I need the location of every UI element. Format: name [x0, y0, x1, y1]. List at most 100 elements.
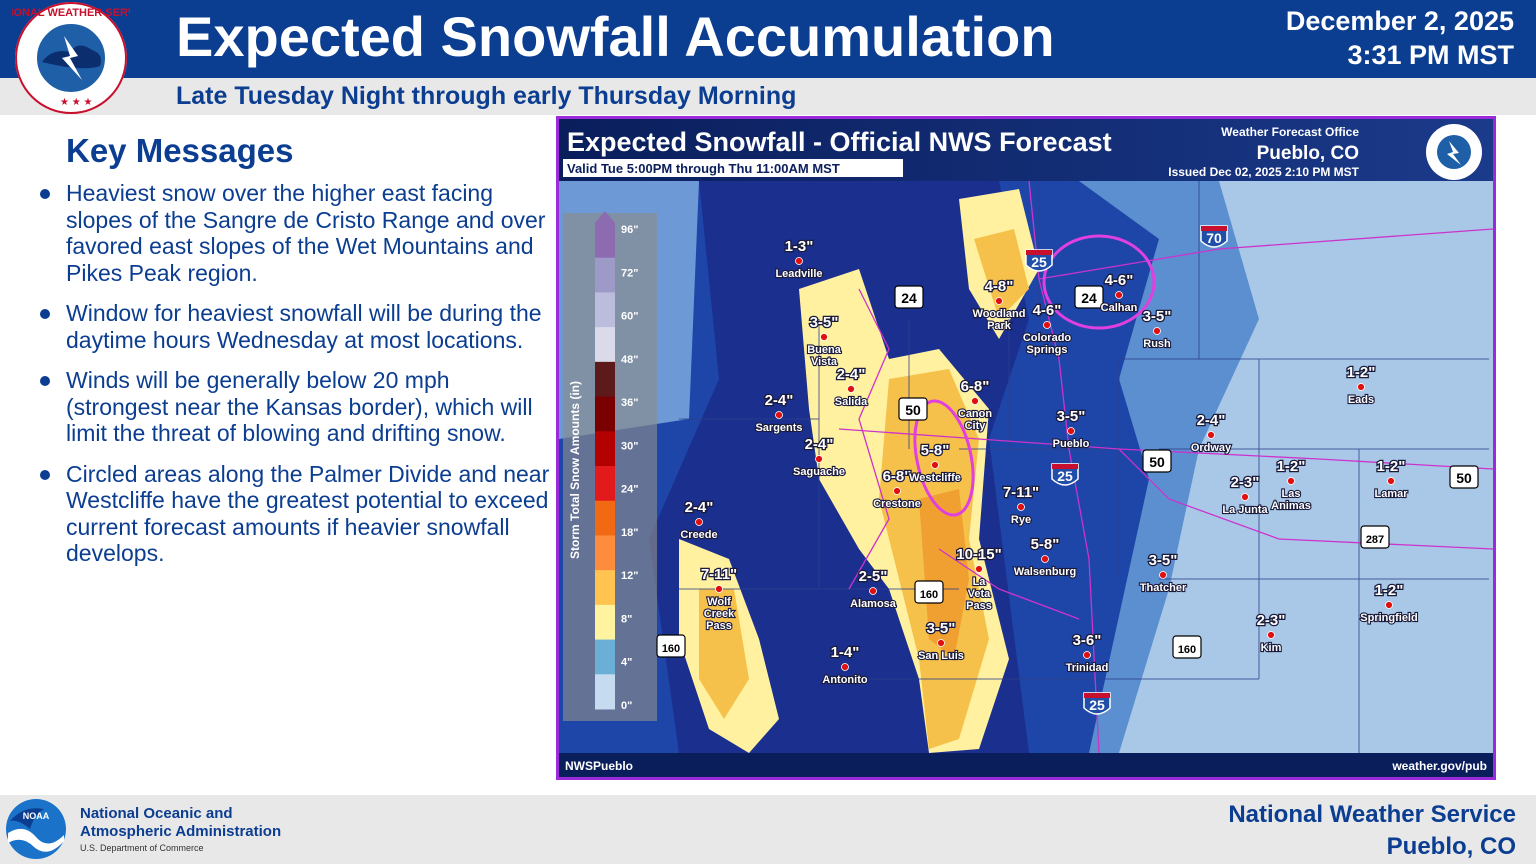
subtitle-bar — [0, 78, 1536, 115]
snow-amount-label: 1-2" — [1377, 458, 1406, 475]
svg-text:287: 287 — [1366, 534, 1384, 546]
location-san-luis: 3-5" San Luis — [917, 619, 965, 663]
location-name-label: Pueblo — [1053, 438, 1090, 450]
location-name-label: Kim — [1261, 642, 1282, 654]
legend-swatch — [595, 396, 615, 432]
location-ordway: 2-4" Ordway — [1190, 411, 1233, 455]
location-name-label: Colorado — [1023, 332, 1072, 344]
snow-amount-label: 6-8" — [883, 468, 912, 485]
map-office-label: Weather Forecast Office — [1221, 125, 1359, 139]
snow-amount-label: 1-2" — [1277, 458, 1306, 475]
legend-label: 72" — [621, 267, 638, 279]
location-dot-icon — [820, 333, 828, 341]
location-name-label: Creede — [680, 529, 717, 541]
nws-office-name: National Weather Service Pueblo, CO — [1228, 801, 1516, 860]
location-name-label: Wolf — [707, 596, 731, 608]
location-name-label: Rush — [1143, 338, 1171, 350]
location-name-label: Springs — [1027, 344, 1068, 356]
svg-text:★ ★ ★: ★ ★ ★ — [60, 97, 92, 108]
location-salida: 2-4" Salida — [834, 365, 869, 409]
highway-160-shield-icon: 160 — [656, 634, 686, 658]
location-name-label: Alamosa — [850, 598, 897, 610]
snow-amount-label: 7-11" — [1003, 484, 1039, 501]
map-nws-logo-icon — [1426, 124, 1482, 180]
highway-50-shield-icon: 50 — [1142, 449, 1172, 473]
highway-25-shield-icon: 25 — [1051, 463, 1079, 486]
key-message-item: Heaviest snow over the higher east facin… — [40, 180, 555, 286]
legend-swatch — [595, 604, 615, 641]
legend-label: 18" — [621, 527, 638, 539]
snow-amount-label: 7-11" — [701, 566, 737, 583]
map-office: Pueblo, CO — [1257, 143, 1359, 164]
location-dot-icon — [1115, 291, 1123, 299]
svg-text:24: 24 — [901, 290, 917, 306]
location-alamosa: 2-5" Alamosa — [849, 567, 898, 611]
location-rush: 3-5" Rush — [1141, 307, 1172, 351]
snow-amount-label: 1-2" — [1375, 582, 1404, 599]
legend-swatch — [595, 431, 615, 467]
location-name-label: Lamar — [1374, 488, 1408, 500]
svg-text:50: 50 — [1456, 470, 1472, 486]
legend-label: 96" — [621, 224, 638, 236]
issue-datetime: December 2, 2025 3:31 PM MST — [1286, 4, 1514, 72]
location-name-label: City — [965, 420, 987, 432]
location-pueblo: 3-5" Pueblo — [1052, 407, 1091, 451]
legend-label: 12" — [621, 570, 638, 582]
snow-amount-label: 3-5" — [1143, 308, 1172, 325]
legend-swatch — [595, 257, 615, 293]
location-dot-icon — [841, 663, 849, 671]
snow-amount-label: 1-3" — [785, 238, 814, 255]
location-name-label: Eads — [1348, 394, 1374, 406]
highway-50-shield-icon: 50 — [898, 397, 928, 421]
location-name-label: Springfield — [1360, 612, 1417, 624]
legend-swatch — [595, 466, 615, 502]
location-name-label: Trinidad — [1066, 662, 1109, 674]
location-crestone: 6-8" Crestone — [872, 467, 922, 511]
highway-287-shield-icon: 287 — [1360, 525, 1390, 549]
snow-amount-label: 4-6" — [1105, 272, 1134, 289]
map-footer-left: NWSPueblo — [565, 759, 633, 773]
location-dot-icon — [931, 461, 939, 469]
location-dot-icon — [971, 397, 979, 405]
legend-swatch — [595, 674, 615, 710]
highway-160-shield-icon: 160 — [914, 580, 944, 604]
location-name-label: Walsenburg — [1014, 566, 1077, 578]
legend-label: 30" — [621, 440, 638, 452]
key-message-item: Circled areas along the Palmer Divide an… — [40, 461, 555, 567]
location-name-label: Creek — [704, 608, 735, 620]
location-dot-icon — [847, 385, 855, 393]
snow-amount-label: 2-4" — [765, 392, 794, 409]
location-saguache: 2-4" Saguache — [792, 435, 846, 479]
location-name-label: Veta — [968, 588, 992, 600]
snow-amount-label: 2-4" — [805, 436, 834, 453]
location-name-label: Ordway — [1191, 442, 1232, 454]
palmer-divide-circle — [1042, 234, 1156, 330]
location-walsenburg: 5-8" Walsenburg — [1013, 535, 1078, 579]
location-name-label: Leadville — [775, 268, 822, 280]
location-name-label: Antonito — [822, 674, 867, 686]
location-dot-icon — [975, 565, 983, 573]
location-dot-icon — [1043, 321, 1051, 329]
location-name-label: Park — [987, 320, 1012, 332]
location-dot-icon — [1083, 651, 1091, 659]
location-leadville: 1-3" Leadville — [774, 237, 823, 281]
header-bar — [0, 0, 1536, 78]
bullet-icon — [40, 469, 50, 480]
location-name-label: Westcliffe — [909, 472, 961, 484]
location-calhan: 4-6" Calhan — [1100, 271, 1139, 315]
snow-amount-label: 2-5" — [859, 568, 888, 585]
legend-swatch — [595, 327, 615, 363]
svg-text:50: 50 — [1149, 454, 1165, 470]
location-name-label: Crestone — [873, 498, 921, 510]
location-dot-icon — [1387, 477, 1395, 485]
location-la-junta: 2-3" La Junta — [1221, 473, 1269, 517]
location-westcliffe: 5-8" Westcliffe — [908, 441, 962, 485]
location-name-label: San Luis — [918, 650, 964, 662]
location-name-label: La Junta — [1222, 504, 1268, 516]
map-footer-right: weather.gov/pub — [1391, 759, 1487, 773]
location-dot-icon — [937, 639, 945, 647]
snow-amount-label: 2-4" — [685, 499, 714, 516]
svg-text:160: 160 — [920, 589, 938, 601]
